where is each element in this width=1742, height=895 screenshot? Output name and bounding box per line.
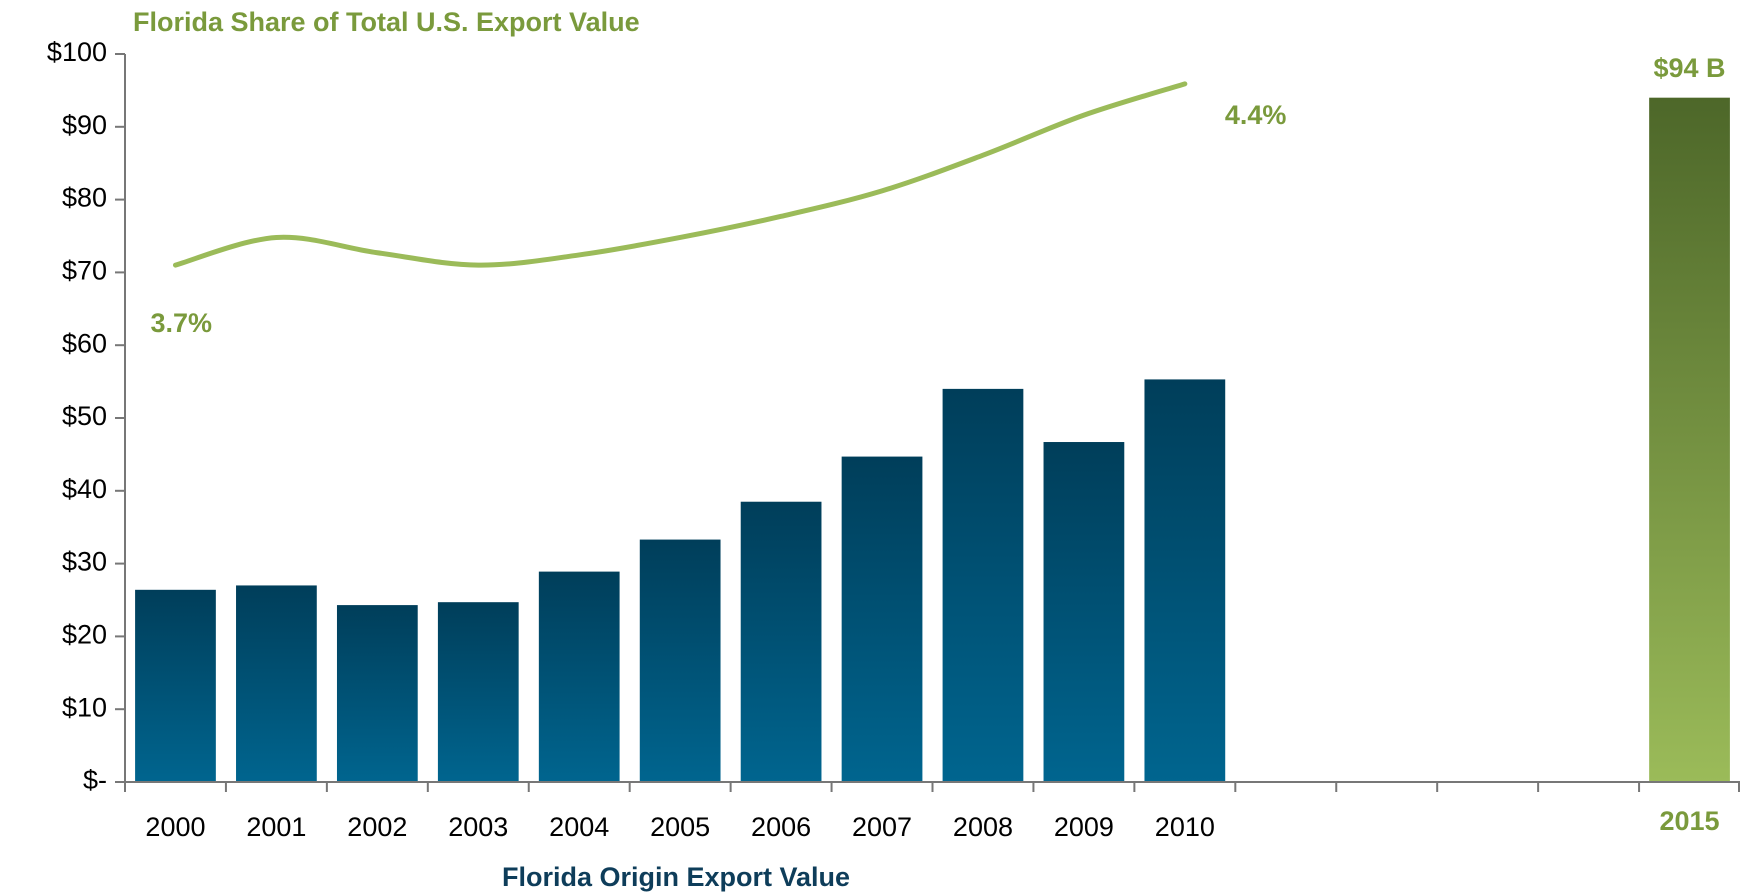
- bar: [942, 388, 1024, 782]
- x-tick-label: 2006: [751, 812, 811, 842]
- bar: [1043, 442, 1125, 782]
- y-tick-label: $20: [62, 620, 107, 650]
- line-annotation: 3.7%: [150, 308, 212, 338]
- y-tick-label: $90: [62, 110, 107, 140]
- bar: [841, 456, 923, 782]
- x-tick-label: 2008: [953, 812, 1013, 842]
- y-tick-label: $100: [47, 37, 107, 67]
- line-annotation: 4.4%: [1225, 100, 1287, 130]
- x-tick-label: 2000: [145, 812, 205, 842]
- y-tick-label: $30: [62, 547, 107, 577]
- x-tick-label: 2001: [246, 812, 306, 842]
- bar: [740, 501, 822, 782]
- bar: [1144, 379, 1226, 782]
- x-tick-label: 2015: [1659, 806, 1719, 836]
- x-tick-label: 2003: [448, 812, 508, 842]
- x-tick-label: 2009: [1054, 812, 1114, 842]
- x-tick-label: 2010: [1155, 812, 1215, 842]
- bar: [538, 571, 620, 782]
- bar: [135, 589, 216, 782]
- y-tick-label: $80: [62, 183, 107, 213]
- bar: [336, 605, 418, 782]
- bar: [1649, 97, 1730, 783]
- y-tick-label: $-: [83, 765, 107, 795]
- bar: [236, 585, 317, 782]
- chart-title: Florida Share of Total U.S. Export Value: [133, 7, 640, 37]
- x-tick-label: 2005: [650, 812, 710, 842]
- bar: [639, 539, 721, 782]
- y-tick-label: $60: [62, 328, 107, 358]
- y-tick-label: $70: [62, 256, 107, 286]
- y-tick-label: $10: [62, 692, 107, 722]
- y-tick-label: $50: [62, 401, 107, 431]
- y-tick-label: $40: [62, 474, 107, 504]
- share-line: [172, 81, 1188, 268]
- x-tick-label: 2002: [347, 812, 407, 842]
- x-tick-label: 2004: [549, 812, 609, 842]
- x-axis-label: Florida Origin Export Value: [502, 862, 850, 892]
- x-tick-label: 2007: [852, 812, 912, 842]
- value-label: $94 B: [1654, 53, 1726, 83]
- bar: [437, 602, 519, 782]
